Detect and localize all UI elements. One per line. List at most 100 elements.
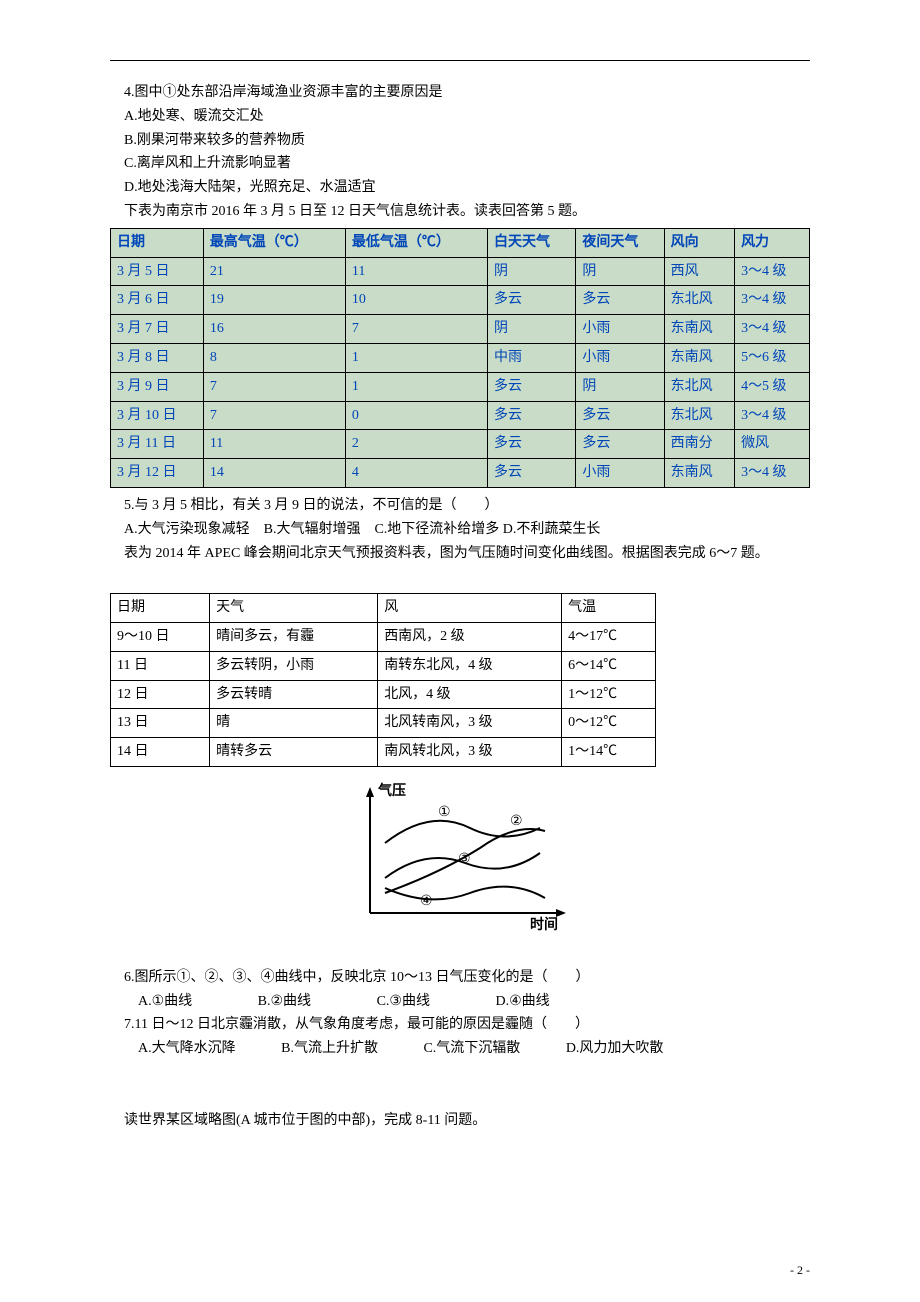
table2-cell: 多云转晴 [210, 680, 378, 709]
table1-cell: 阴 [576, 257, 664, 286]
table1-cell: 7 [345, 315, 487, 344]
table1-cell: 3 月 8 日 [111, 343, 204, 372]
table1-cell: 3～4 级 [735, 401, 810, 430]
x-axis-label: 时间 [530, 916, 558, 933]
page: 4.图中①处东部沿岸海域渔业资源丰富的主要原因是 A.地处寒、暖流交汇处 B.刚… [0, 0, 920, 1302]
table1-cell: 7 [203, 372, 345, 401]
table2-cell: 晴 [210, 709, 378, 738]
table1-cell: 东北风 [664, 401, 734, 430]
table1-cell: 7 [203, 401, 345, 430]
table1-cell: 3 月 6 日 [111, 286, 204, 315]
table1-header-cell: 风力 [735, 228, 810, 257]
q8-intro: 读世界某区域略图(A 城市位于图的中部)，完成 8-11 问题。 [110, 1109, 810, 1133]
table1-cell: 阴 [488, 257, 576, 286]
q6-opt-b: B.②曲线 [244, 990, 311, 1014]
table2-cell: 日期 [111, 594, 210, 623]
table1-cell: 西风 [664, 257, 734, 286]
table-row: 3 月 8 日81中雨小雨东南风5～6 级 [111, 343, 810, 372]
weather-table-beijing: 日期天气风气温9～10 日晴间多云，有霾西南风，2 级4～17℃11 日多云转阴… [110, 593, 656, 767]
q7-opt-d: D.风力加大吹散 [552, 1037, 664, 1061]
curve-4 [385, 886, 545, 899]
curve-4-label: ④ [420, 894, 433, 909]
q7-opt-b: B.气流上升扩散 [267, 1037, 378, 1061]
table1-cell: 多云 [488, 430, 576, 459]
table-row: 3 月 7 日167阴小雨东南风3～4 级 [111, 315, 810, 344]
pressure-chart: 气压 时间 ① ② ③ ④ [330, 773, 590, 943]
table1-header-cell: 最高气温（℃） [203, 228, 345, 257]
q5-stem: 5.与 3 月 5 相比，有关 3 月 9 日的说法，不可信的是（ ） [110, 494, 810, 518]
curve-2-label: ② [510, 814, 523, 829]
table1-cell: 阴 [576, 372, 664, 401]
table1-cell: 多云 [488, 286, 576, 315]
pressure-chart-wrap: 气压 时间 ① ② ③ ④ [110, 773, 810, 952]
table-row: 3 月 10 日70多云多云东北风3～4 级 [111, 401, 810, 430]
table2-cell: 天气 [210, 594, 378, 623]
table1-cell: 西南分 [664, 430, 734, 459]
table1-header-cell: 日期 [111, 228, 204, 257]
table2-cell: 13 日 [111, 709, 210, 738]
table1-cell: 19 [203, 286, 345, 315]
table1-cell: 5～6 级 [735, 343, 810, 372]
q7-opts: A.大气降水沉降 B.气流上升扩散 C.气流下沉辐散 D.风力加大吹散 [110, 1037, 810, 1061]
table2-cell: 11 日 [111, 651, 210, 680]
table2-cell: 12 日 [111, 680, 210, 709]
table1-cell: 14 [203, 459, 345, 488]
table2-cell: 北风转南风，3 级 [378, 709, 562, 738]
top-rule [110, 60, 810, 61]
table1-cell: 3 月 5 日 [111, 257, 204, 286]
table1-cell: 小雨 [576, 343, 664, 372]
q7-opt-c: C.气流下沉辐散 [409, 1037, 520, 1061]
table1-cell: 21 [203, 257, 345, 286]
weather-table-nanjing: 日期最高气温（℃）最低气温（℃）白天天气夜间天气风向风力 3 月 5 日2111… [110, 228, 810, 488]
table1-cell: 3～4 级 [735, 315, 810, 344]
table1-cell: 3～4 级 [735, 257, 810, 286]
table2-cell: 1～14℃ [562, 738, 656, 767]
table1-cell: 1 [345, 372, 487, 401]
table2-intro: 表为 2014 年 APEC 峰会期间北京天气预报资料表，图为气压随时间变化曲线… [110, 542, 810, 566]
table2-cell: 1～12℃ [562, 680, 656, 709]
table-row: 3 月 5 日2111阴阴西风3～4 级 [111, 257, 810, 286]
table2-cell: 南转东北风，4 级 [378, 651, 562, 680]
table2-cell: 晴转多云 [210, 738, 378, 767]
table1-cell: 东南风 [664, 459, 734, 488]
table1-cell: 2 [345, 430, 487, 459]
table1-cell: 小雨 [576, 315, 664, 344]
table1-cell: 东北风 [664, 286, 734, 315]
q7-opt-a: A.大气降水沉降 [124, 1037, 236, 1061]
table1-cell: 4 [345, 459, 487, 488]
table1-cell: 东南风 [664, 315, 734, 344]
table2-body: 日期天气风气温9～10 日晴间多云，有霾西南风，2 级4～17℃11 日多云转阴… [111, 594, 656, 767]
table1-cell: 3 月 10 日 [111, 401, 204, 430]
table-row: 11 日多云转阴，小雨南转东北风，4 级6～14℃ [111, 651, 656, 680]
table1-head: 日期最高气温（℃）最低气温（℃）白天天气夜间天气风向风力 [111, 228, 810, 257]
table1-cell: 3～4 级 [735, 286, 810, 315]
table-row: 3 月 6 日1910多云多云东北风3～4 级 [111, 286, 810, 315]
table1-cell: 3 月 7 日 [111, 315, 204, 344]
table2-cell: 气温 [562, 594, 656, 623]
table-row: 日期天气风气温 [111, 594, 656, 623]
q7-stem: 7.11 日～12 日北京霾消散，从气象角度考虑，最可能的原因是霾随（ ） [110, 1013, 810, 1037]
curve-3-label: ③ [458, 852, 471, 867]
table1-cell: 3～4 级 [735, 459, 810, 488]
table1-cell: 中雨 [488, 343, 576, 372]
table-row: 9～10 日晴间多云，有霾西南风，2 级4～17℃ [111, 622, 656, 651]
table1-cell: 小雨 [576, 459, 664, 488]
table1-cell: 多云 [488, 459, 576, 488]
table-row: 13 日晴北风转南风，3 级0～12℃ [111, 709, 656, 738]
table1-cell: 阴 [488, 315, 576, 344]
table2-cell: 9～10 日 [111, 622, 210, 651]
table2-cell: 4～17℃ [562, 622, 656, 651]
table2-cell: 14 日 [111, 738, 210, 767]
table1-header-cell: 风向 [664, 228, 734, 257]
q5-opts: A.大气污染现象减轻 B.大气辐射增强 C.地下径流补给增多 D.不利蔬菜生长 [110, 518, 810, 542]
q4-stem: 4.图中①处东部沿岸海域渔业资源丰富的主要原因是 [110, 81, 810, 105]
y-axis-arrow-icon [366, 787, 374, 797]
table1-cell: 多云 [488, 372, 576, 401]
q6-opts: A.①曲线 B.②曲线 C.③曲线 D.④曲线 [110, 990, 810, 1014]
table2-cell: 0～12℃ [562, 709, 656, 738]
table1-cell: 3 月 9 日 [111, 372, 204, 401]
q6-opt-a: A.①曲线 [124, 990, 192, 1014]
table-row: 12 日多云转晴北风，4 级1～12℃ [111, 680, 656, 709]
table1-intro: 下表为南京市 2016 年 3 月 5 日至 12 日天气信息统计表。读表回答第… [110, 200, 810, 224]
table-row: 3 月 12 日144多云小雨东南风3～4 级 [111, 459, 810, 488]
